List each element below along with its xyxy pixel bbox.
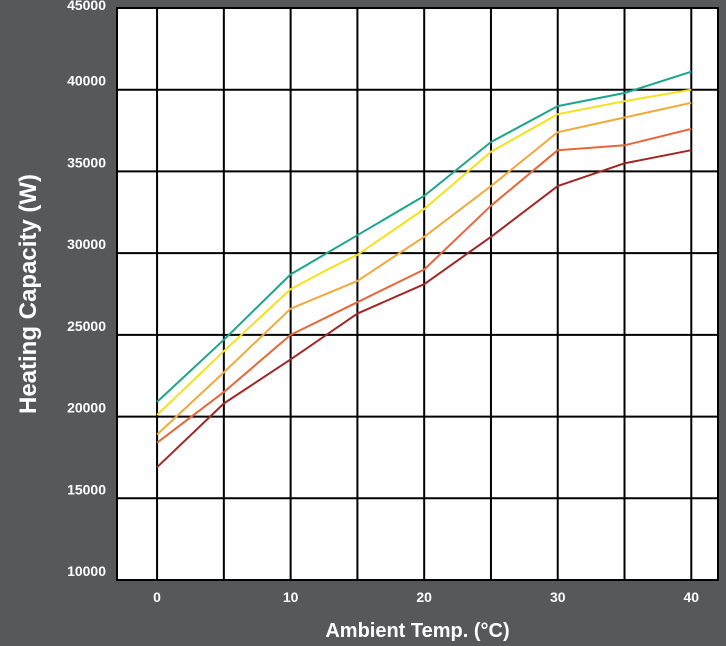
tick-labels: 0 10 20 30 40 10000 15000 20000 25000 30000 35000 4… [67,0,699,605]
x-tick-label: 20 [416,589,432,605]
series-line-5 [156,149,692,468]
y-tick-label: 10000 [67,563,106,579]
y-tick-label: 40000 [67,73,106,89]
y-tick-label: 45000 [67,0,106,13]
y-tick-label: 15000 [67,481,106,497]
series-line-1 [156,70,692,403]
y-tick-label: 30000 [67,236,106,252]
series-line-3 [156,101,692,436]
series-line-2 [156,88,692,416]
x-tick-label: 10 [283,589,299,605]
x-tick-label: 30 [550,589,566,605]
x-axis-title: Ambient Temp. (°C) [325,620,509,642]
series-line-4 [156,127,692,444]
grid [116,7,719,581]
y-tick-label: 20000 [67,400,106,416]
series-layer [156,70,692,468]
plot-border [116,7,719,581]
y-tick-label: 25000 [67,318,106,334]
x-tick-label: 0 [153,589,161,605]
y-axis-title: Heating Capacity (W) [15,174,42,414]
y-tick-label: 35000 [67,154,106,170]
plot-area [117,8,718,580]
x-tick-label: 40 [683,589,699,605]
